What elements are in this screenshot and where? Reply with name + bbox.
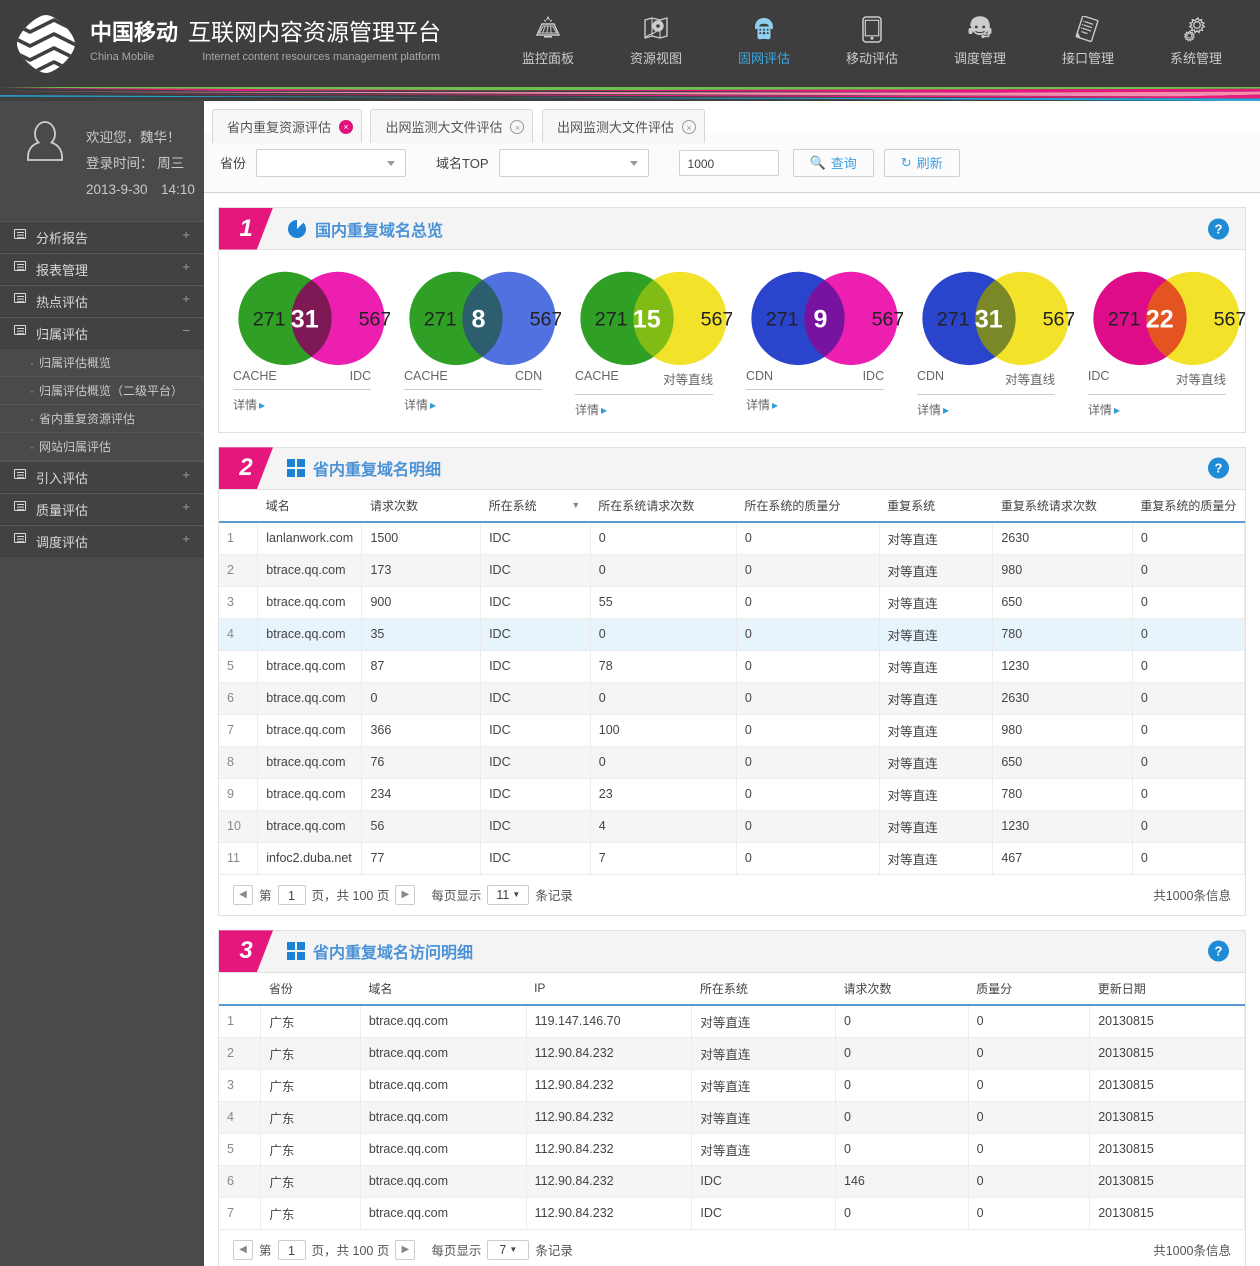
svg-text:567: 567	[701, 309, 732, 331]
svg-text:31: 31	[291, 305, 319, 333]
svg-text:271: 271	[253, 309, 286, 331]
svg-text:567: 567	[1043, 309, 1074, 331]
svg-text:8: 8	[471, 305, 485, 333]
svg-text:271: 271	[424, 309, 457, 331]
svg-text:567: 567	[530, 309, 561, 331]
svg-text:567: 567	[1214, 309, 1245, 331]
svg-text:271: 271	[595, 309, 628, 331]
svg-text:271: 271	[1108, 309, 1141, 331]
svg-text:271: 271	[937, 309, 970, 331]
svg-text:31: 31	[975, 305, 1003, 333]
svg-text:22: 22	[1146, 305, 1174, 333]
svg-text:9: 9	[813, 305, 827, 333]
svg-text:271: 271	[766, 309, 799, 331]
svg-text:567: 567	[359, 309, 390, 331]
svg-text:15: 15	[633, 305, 661, 333]
svg-text:567: 567	[872, 309, 903, 331]
